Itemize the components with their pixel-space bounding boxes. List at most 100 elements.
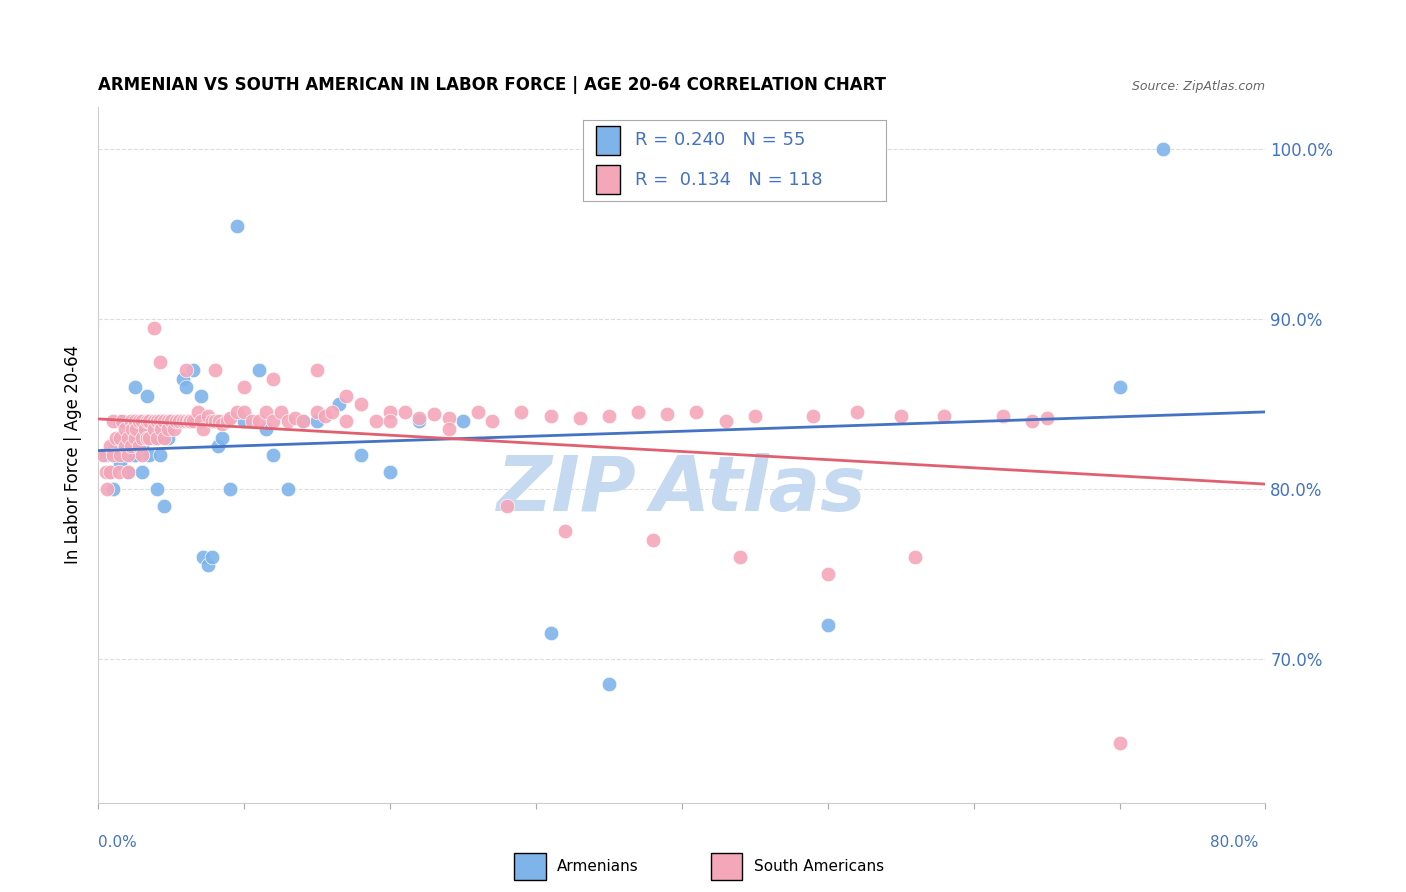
Point bbox=[174, 363, 197, 377]
Point bbox=[554, 524, 576, 539]
Point bbox=[172, 414, 194, 428]
Point bbox=[125, 422, 148, 436]
Point bbox=[163, 422, 186, 436]
Point bbox=[167, 414, 190, 428]
Point bbox=[1021, 414, 1043, 428]
Text: ARMENIAN VS SOUTH AMERICAN IN LABOR FORCE | AGE 20-64 CORRELATION CHART: ARMENIAN VS SOUTH AMERICAN IN LABOR FORC… bbox=[98, 77, 886, 95]
Point bbox=[335, 414, 357, 428]
Point bbox=[190, 388, 212, 402]
FancyBboxPatch shape bbox=[596, 126, 620, 155]
Point bbox=[131, 448, 153, 462]
Point bbox=[291, 414, 314, 428]
Point bbox=[233, 414, 256, 428]
Point bbox=[157, 422, 180, 436]
Point bbox=[467, 405, 489, 419]
Point bbox=[335, 388, 357, 402]
Point bbox=[146, 414, 169, 428]
Point bbox=[211, 417, 233, 432]
Point bbox=[496, 499, 519, 513]
Point bbox=[114, 431, 136, 445]
Point bbox=[146, 482, 169, 496]
Point bbox=[135, 431, 157, 445]
Point bbox=[201, 549, 224, 564]
Point bbox=[218, 410, 240, 425]
Point bbox=[108, 465, 131, 479]
Point bbox=[104, 439, 127, 453]
Text: R = 0.240   N = 55: R = 0.240 N = 55 bbox=[636, 131, 806, 149]
Point bbox=[98, 439, 121, 453]
Point bbox=[128, 414, 150, 428]
Point bbox=[101, 414, 124, 428]
Point bbox=[91, 448, 114, 462]
Point bbox=[157, 431, 180, 445]
Point bbox=[208, 414, 231, 428]
Point bbox=[284, 410, 307, 425]
Point bbox=[540, 626, 562, 640]
Point bbox=[142, 414, 165, 428]
Point bbox=[114, 422, 136, 436]
Point bbox=[657, 407, 679, 421]
Point bbox=[207, 439, 229, 453]
Point bbox=[744, 409, 766, 423]
Point bbox=[114, 439, 136, 453]
Text: R =  0.134   N = 118: R = 0.134 N = 118 bbox=[636, 171, 823, 189]
Point bbox=[142, 422, 165, 436]
Point bbox=[94, 448, 117, 462]
Point bbox=[96, 482, 118, 496]
Point bbox=[124, 448, 146, 462]
Point bbox=[181, 363, 204, 377]
Text: 80.0%: 80.0% bbox=[1211, 836, 1258, 850]
Point bbox=[904, 549, 927, 564]
Y-axis label: In Labor Force | Age 20-64: In Labor Force | Age 20-64 bbox=[65, 345, 83, 565]
Point bbox=[846, 405, 869, 419]
Point bbox=[204, 414, 226, 428]
Point bbox=[598, 677, 620, 691]
Point bbox=[134, 422, 156, 436]
Point bbox=[98, 465, 121, 479]
Point bbox=[685, 405, 707, 419]
Point bbox=[240, 414, 263, 428]
FancyBboxPatch shape bbox=[596, 165, 620, 194]
Point bbox=[142, 431, 165, 445]
Point bbox=[277, 414, 299, 428]
Point bbox=[380, 465, 402, 479]
Text: ZIP Atlas: ZIP Atlas bbox=[498, 453, 866, 526]
Point bbox=[270, 405, 292, 419]
Point bbox=[120, 439, 142, 453]
Point bbox=[138, 448, 160, 462]
Point bbox=[801, 409, 824, 423]
Point bbox=[135, 388, 157, 402]
Point bbox=[730, 549, 752, 564]
Point bbox=[817, 566, 839, 581]
Point bbox=[1035, 410, 1057, 425]
Point bbox=[247, 363, 270, 377]
Point bbox=[328, 397, 350, 411]
Point bbox=[153, 431, 176, 445]
Point bbox=[153, 499, 176, 513]
Point bbox=[98, 465, 121, 479]
Point bbox=[714, 414, 737, 428]
Point bbox=[153, 414, 176, 428]
Point bbox=[1152, 143, 1174, 157]
Point bbox=[215, 414, 238, 428]
Point bbox=[110, 414, 132, 428]
Point bbox=[218, 482, 240, 496]
Point bbox=[380, 414, 402, 428]
Point bbox=[1108, 736, 1130, 750]
Point bbox=[120, 414, 142, 428]
Point bbox=[510, 405, 533, 419]
Point bbox=[307, 405, 329, 419]
Point bbox=[146, 414, 169, 428]
Point bbox=[149, 414, 172, 428]
Point bbox=[174, 380, 197, 394]
Point bbox=[138, 431, 160, 445]
Point bbox=[204, 414, 226, 428]
Point bbox=[262, 448, 284, 462]
Point bbox=[350, 397, 373, 411]
Point bbox=[124, 431, 146, 445]
Point bbox=[172, 371, 194, 385]
Point bbox=[101, 482, 124, 496]
Point bbox=[150, 422, 173, 436]
Point bbox=[128, 439, 150, 453]
Point bbox=[394, 405, 416, 419]
